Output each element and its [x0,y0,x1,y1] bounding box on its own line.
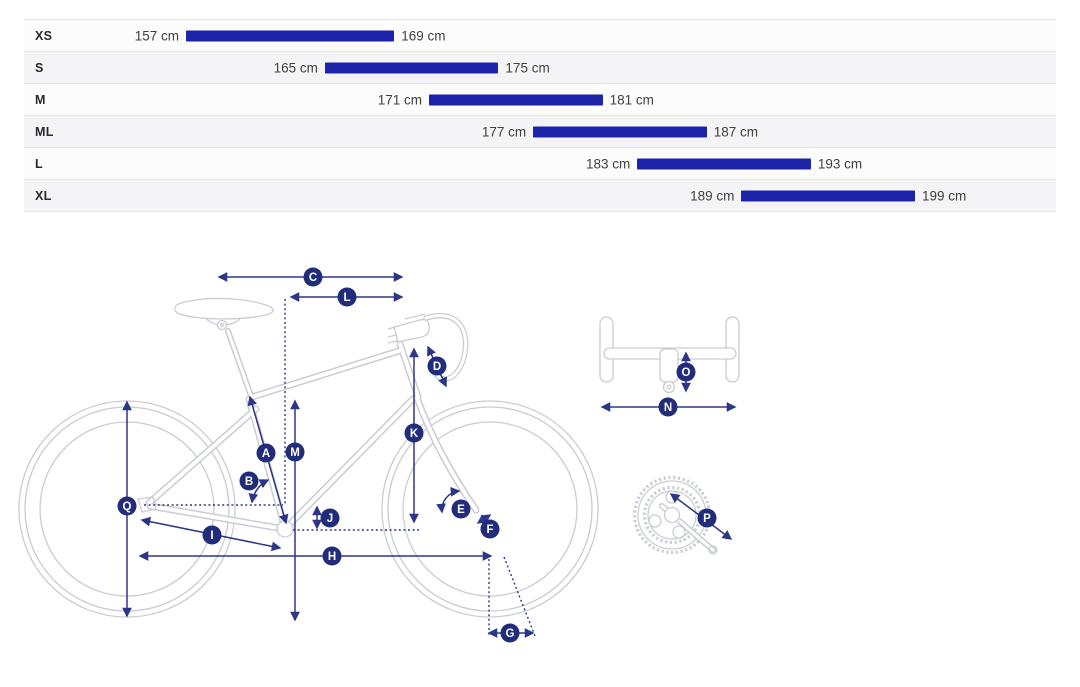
handlebar-front-view [599,316,740,394]
size-label: S [35,60,44,75]
size-row-m: M 171 cm 181 cm [24,84,1056,116]
size-row-xs: XS 157 cm 169 cm [24,20,1056,52]
max-height-label: 181 cm [609,92,654,107]
min-height-label: 189 cm [690,188,735,203]
size-table: XS 157 cm 169 cm S 165 cm 175 cm M 171 cm 181 cm… [24,19,1056,212]
svg-text:C: C [309,272,317,284]
rear-dropout [137,496,157,513]
svg-text:F: F [486,524,493,536]
stem [393,318,430,343]
svg-text:O: O [682,367,691,379]
svg-text:I: I [210,530,213,542]
stem-clamp [659,348,679,383]
svg-text:Q: Q [123,501,132,513]
min-height-label: 165 cm [273,60,318,75]
height-range-bar [324,62,499,73]
steering-axis-extension [503,556,536,637]
max-height-label: 193 cm [817,156,863,171]
size-label: L [35,156,43,171]
dimension-e-label: E [451,499,471,519]
dimension-c-label: C [303,267,323,287]
min-height-label: 157 cm [134,28,179,43]
bike-geometry-diagram: C L D K M A B Q J I H E F G N O [18,267,740,643]
svg-text:P: P [703,513,711,525]
min-height-label: 171 cm [377,92,422,107]
dimension-l-label: L [337,287,357,307]
svg-text:D: D [433,361,441,373]
dimension-k-label: K [404,423,424,443]
front-wheel [381,400,599,618]
svg-text:J: J [327,513,333,525]
max-height-label: 187 cm [713,124,758,139]
frame [137,328,480,538]
svg-text:N: N [664,402,672,414]
height-range-bar [428,94,603,105]
svg-text:B: B [245,476,253,488]
height-range-bar [186,30,395,41]
dimension-b-label: B [239,471,259,491]
height-range-bar [741,190,915,201]
size-row-l: L 183 cm 193 cm [24,148,1056,180]
dimension-b-arc [248,479,270,504]
size-label: XS [35,28,53,43]
dimension-f-label: F [480,519,500,539]
dimension-o-label: O [676,362,696,382]
max-height-label: 199 cm [921,188,967,203]
svg-text:H: H [328,551,336,563]
max-height-label: 175 cm [505,60,550,75]
svg-text:G: G [506,628,515,640]
svg-text:K: K [410,428,419,440]
dimension-p-label: P [697,508,717,528]
bottom-bracket [276,520,294,538]
svg-text:A: A [262,448,270,460]
dimension-n-label: N [658,397,678,417]
size-row-ml: ML 177 cm 187 cm [24,116,1056,148]
pedal-hole [708,545,718,555]
stem-and-handlebar-side [387,313,469,382]
saddle [174,297,274,331]
dimension-i-label: I [202,525,222,545]
svg-text:L: L [343,292,350,304]
dimension-e-arc [436,486,461,514]
size-row-s: S 165 cm 175 cm [24,52,1056,84]
height-range-bar [533,126,707,137]
dimension-d-label: D [427,356,447,376]
dimension-q-label: Q [117,496,137,516]
svg-text:M: M [290,447,300,459]
size-label: M [35,92,46,107]
min-height-label: 183 cm [586,156,631,171]
svg-text:E: E [457,504,465,516]
size-label: ML [35,124,54,139]
dimension-m-label: M [285,442,305,462]
max-height-label: 169 cm [401,28,446,43]
dimension-a-label: A [256,443,276,463]
size-label: XL [35,188,52,203]
dimension-g-label: G [500,623,520,643]
dimension-h-label: H [322,546,342,566]
height-range-bar [637,158,811,169]
dimension-j-label: J [320,508,340,528]
crank-spindle [663,506,681,524]
min-height-label: 177 cm [481,124,527,139]
dimension-f-arrow [476,514,492,524]
size-row-xl: XL 189 cm 199 cm [24,180,1056,212]
